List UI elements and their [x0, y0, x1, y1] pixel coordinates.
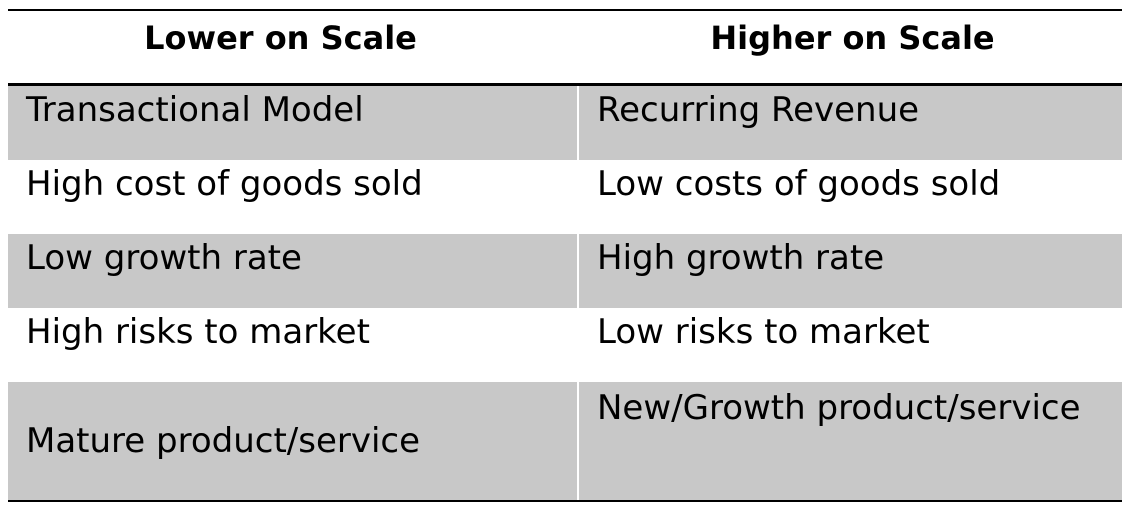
cell-higher: Low costs of goods sold	[597, 164, 1001, 204]
cell-higher: Low risks to market	[597, 312, 930, 352]
table-header-row: Lower on Scale Higher on Scale	[8, 11, 1122, 86]
cell-lower: High risks to market	[8, 308, 579, 382]
cell-lower: Mature product/service	[8, 382, 579, 500]
comparison-table: Lower on Scale Higher on Scale Transacti…	[8, 9, 1122, 502]
cell-lower: High cost of goods sold	[8, 160, 579, 234]
table-row: High risks to market Low risks to market	[8, 308, 1122, 382]
header-lower-on-scale: Lower on Scale	[144, 19, 417, 57]
cell-higher: New/Growth product/service	[579, 382, 1122, 500]
table-row: Mature product/service New/Growth produc…	[8, 382, 1122, 500]
header-higher-on-scale: Higher on Scale	[710, 19, 995, 57]
cell-lower: Low growth rate	[8, 234, 579, 308]
cell-lower: Transactional Model	[8, 86, 579, 160]
cell-higher: Recurring Revenue	[579, 86, 1122, 160]
table-row: Low growth rate High growth rate	[8, 234, 1122, 308]
table-row: Transactional Model Recurring Revenue	[8, 86, 1122, 160]
table-row: High cost of goods sold Low costs of goo…	[8, 160, 1122, 234]
cell-higher: High growth rate	[579, 234, 1122, 308]
